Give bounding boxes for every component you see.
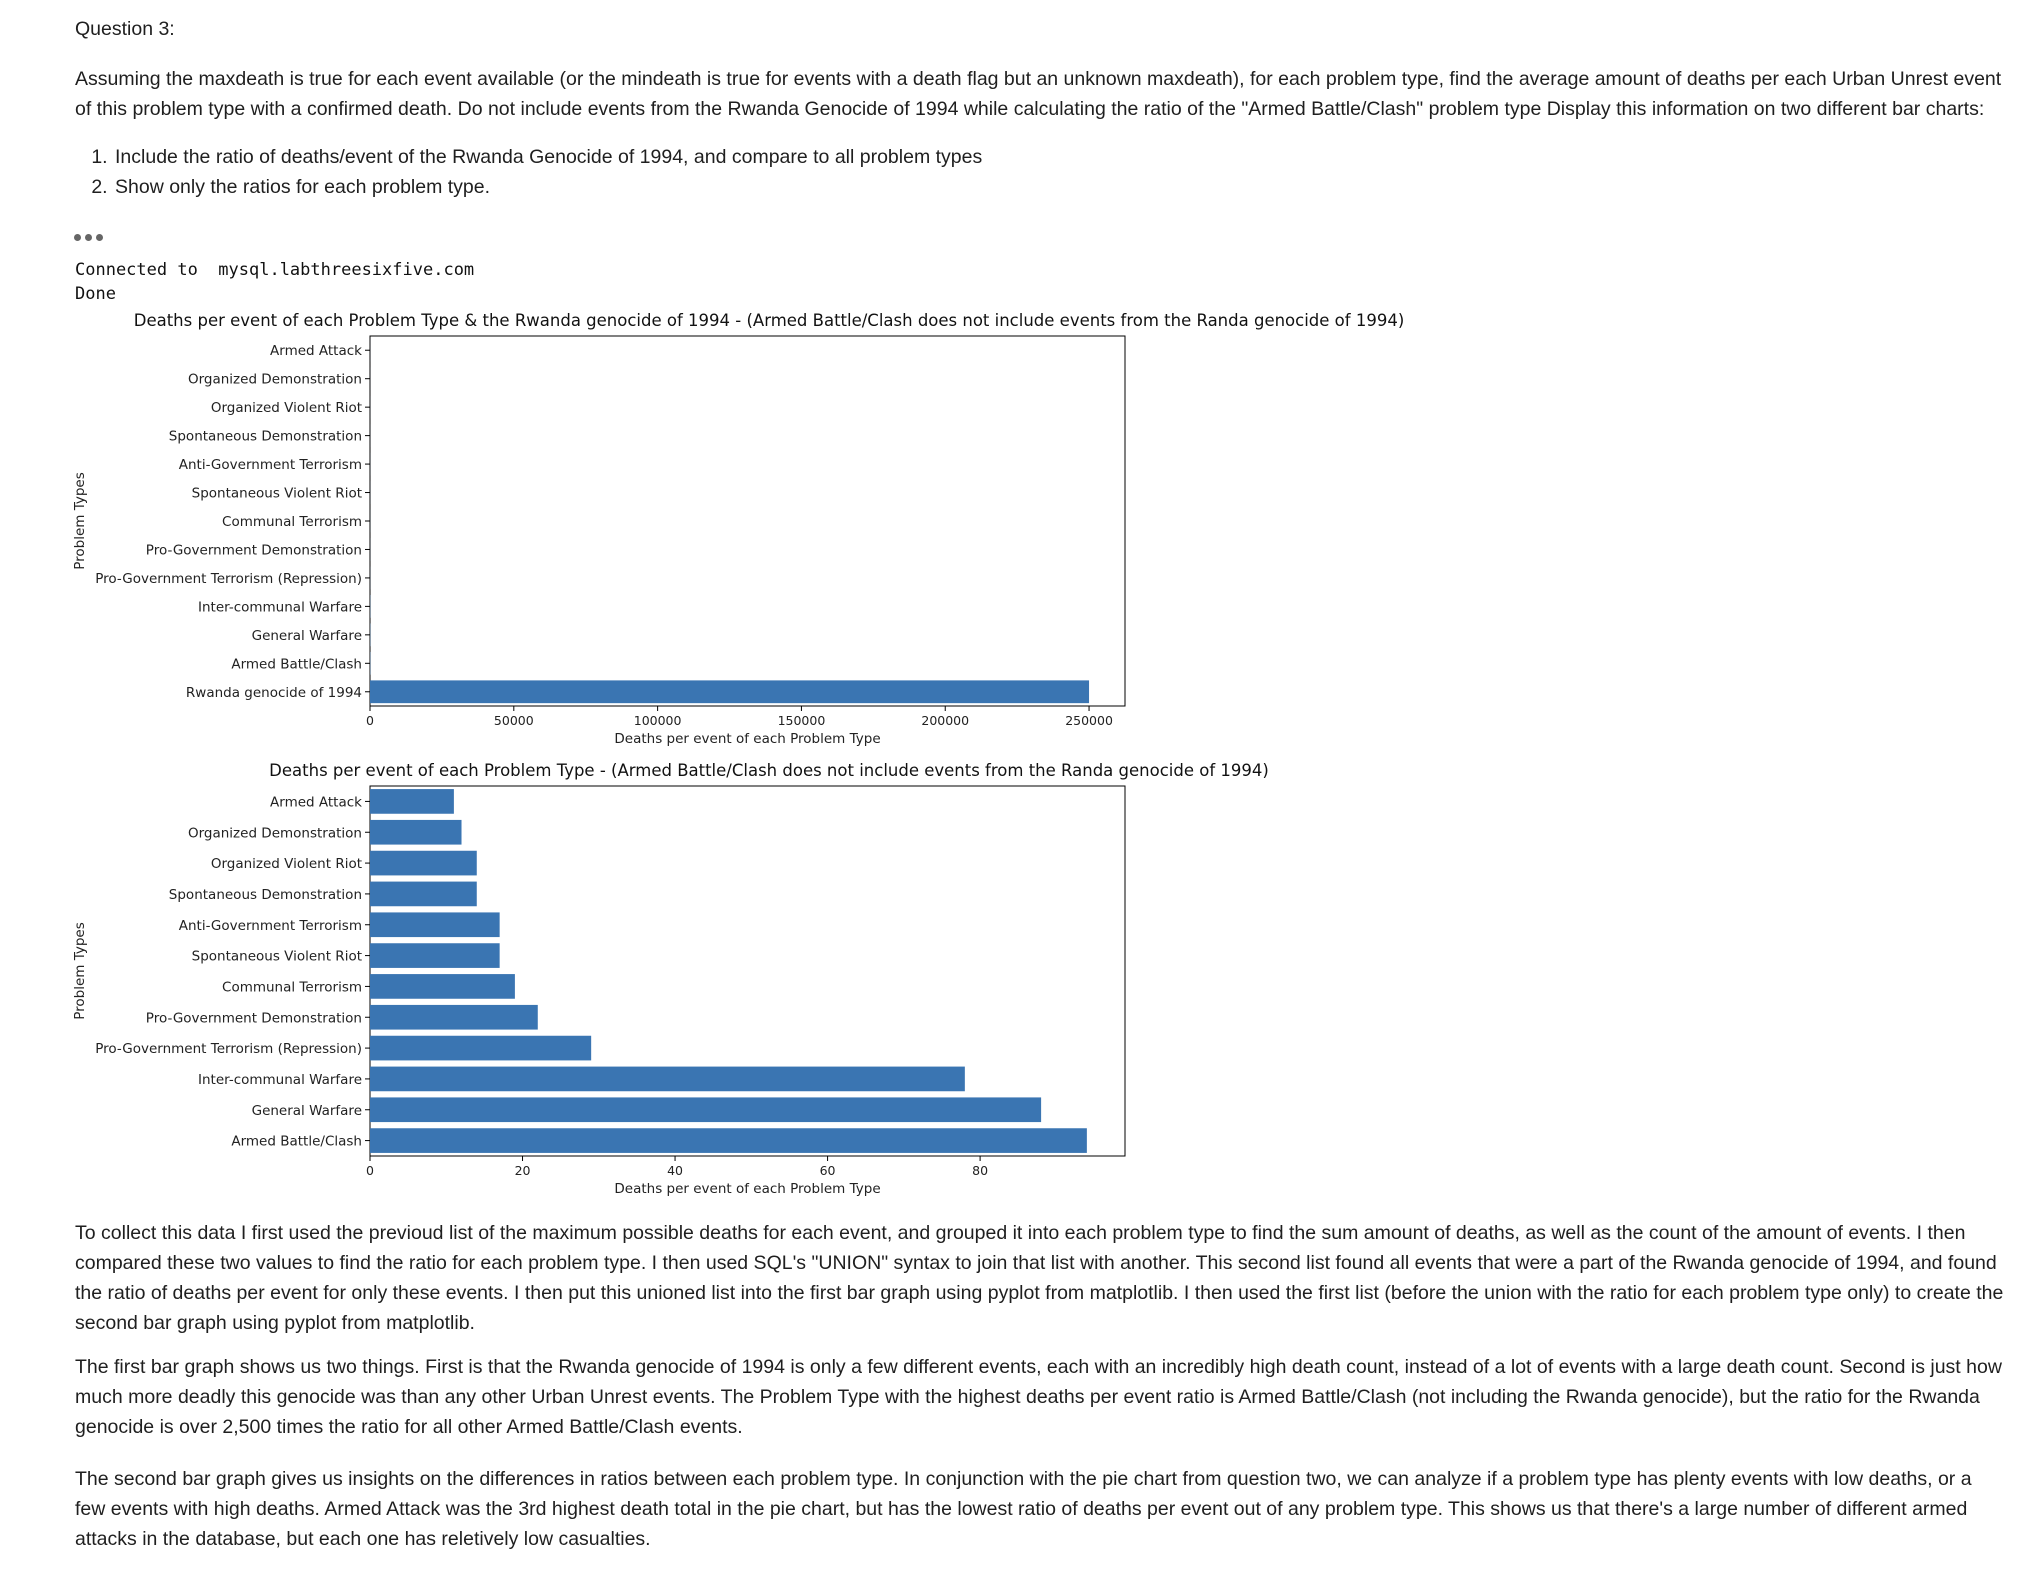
y-tick-label: Rwanda genocide of 1994 [186, 685, 362, 701]
cell-output: Connected to mysql.labthreesixfive.com D… [75, 258, 474, 306]
y-tick-label: Armed Attack [270, 794, 362, 810]
y-axis-label: Problem Types [72, 472, 88, 570]
plot-frame [369, 335, 1126, 707]
x-axis-label: Deaths per event of each Problem Type [614, 1181, 880, 1196]
bar [370, 1128, 1087, 1153]
y-tick-label: Armed Battle/Clash [231, 656, 362, 672]
chart-title: Deaths per event of each Problem Type - … [269, 761, 1269, 780]
x-tick-label: 100000 [634, 713, 682, 728]
y-tick-label: Organized Violent Riot [211, 856, 362, 872]
bar [370, 912, 500, 938]
question-body: Assuming the maxdeath is true for each e… [75, 68, 2002, 120]
x-tick-label: 250000 [1065, 713, 1113, 728]
chart-problem-types: Deaths per event of each Problem Type - … [72, 761, 1269, 1196]
chart-rwanda-comparison: Deaths per event of each Problem Type & … [72, 311, 1405, 746]
y-tick-label: Armed Battle/Clash [231, 1134, 362, 1150]
y-tick-label: Spontaneous Violent Riot [192, 949, 362, 965]
y-tick-label: Spontaneous Demonstration [169, 429, 362, 445]
bar [370, 850, 477, 876]
explanation-paragraph: To collect this data I first used the pr… [75, 1222, 2004, 1334]
x-tick-label: 60 [820, 1163, 836, 1178]
x-tick-label: 20 [515, 1163, 531, 1178]
bar [370, 1066, 965, 1092]
bar [370, 974, 515, 999]
y-tick-label: Communal Terrorism [222, 979, 362, 995]
x-axis-label: Deaths per event of each Problem Type [614, 731, 880, 746]
bar [370, 881, 477, 907]
analysis-paragraph-second-chart: The second bar graph gives us insights o… [75, 1468, 1972, 1550]
chart-title: Deaths per event of each Problem Type & … [134, 311, 1405, 330]
y-tick-label: Spontaneous Demonstration [169, 887, 362, 903]
y-tick-label: Pro-Government Demonstration [146, 1010, 362, 1026]
output-line: Done [75, 284, 116, 304]
question-heading: Question 3: [75, 18, 175, 40]
x-tick-label: 0 [366, 1163, 374, 1178]
y-tick-label: Pro-Government Terrorism (Repression) [95, 1041, 362, 1057]
x-tick-label: 80 [972, 1163, 988, 1178]
bar [370, 943, 500, 968]
bar [370, 680, 1090, 704]
bar [370, 1004, 538, 1030]
bar [370, 1035, 592, 1061]
question-list-item: Include the ratio of deaths/event of the… [113, 142, 2018, 172]
y-tick-label: General Warfare [252, 628, 362, 644]
y-tick-label: Pro-Government Demonstration [146, 542, 362, 558]
x-tick-label: 200000 [921, 713, 969, 728]
bar [370, 1097, 1042, 1123]
question-list-item: Show only the ratios for each problem ty… [113, 172, 2018, 202]
y-tick-label: Armed Attack [270, 343, 362, 359]
y-tick-label: Communal Terrorism [222, 514, 362, 530]
x-tick-label: 50000 [494, 713, 534, 728]
x-tick-label: 0 [366, 713, 374, 728]
plot-frame [369, 785, 1126, 1157]
output-line: Connected to mysql.labthreesixfive.com [75, 260, 475, 280]
y-tick-label: Inter-communal Warfare [198, 599, 362, 615]
more-options-icon[interactable] [74, 228, 114, 242]
y-tick-label: General Warfare [252, 1103, 362, 1119]
x-tick-label: 40 [667, 1163, 683, 1178]
y-axis-label: Problem Types [72, 922, 88, 1020]
analysis-paragraph-first-chart: The first bar graph shows us two things.… [75, 1356, 2002, 1438]
y-tick-label: Inter-communal Warfare [198, 1072, 362, 1088]
y-tick-label: Organized Demonstration [188, 825, 362, 841]
bar [370, 789, 454, 814]
y-tick-label: Spontaneous Violent Riot [192, 486, 362, 502]
y-tick-label: Anti-Government Terrorism [179, 457, 362, 473]
bar [370, 819, 462, 845]
y-tick-label: Pro-Government Terrorism (Repression) [95, 571, 362, 587]
y-tick-label: Anti-Government Terrorism [179, 918, 362, 934]
y-tick-label: Organized Violent Riot [211, 400, 362, 416]
question-list: Include the ratio of deaths/event of the… [75, 142, 2018, 202]
y-tick-label: Organized Demonstration [188, 372, 362, 388]
x-tick-label: 150000 [778, 713, 826, 728]
